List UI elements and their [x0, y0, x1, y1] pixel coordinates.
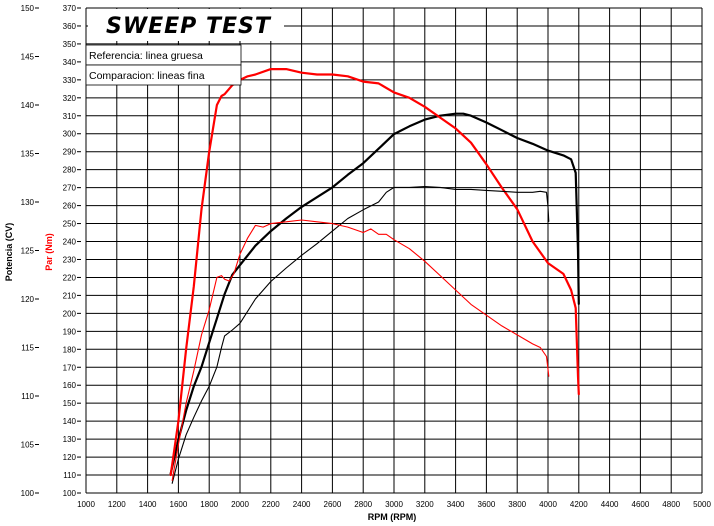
potencia-comparacion-line	[171, 185, 550, 484]
torque-tick-label: 220	[63, 273, 77, 282]
par-comparacion-line	[171, 219, 550, 481]
power-tick-label: 150	[21, 4, 35, 13]
rpm-tick-label: 3400	[447, 500, 465, 509]
legend-entry-reference: Referencia: linea gruesa	[89, 50, 203, 62]
rpm-tick-label: 2200	[262, 500, 280, 509]
rpm-tick-label: 3200	[416, 500, 434, 509]
torque-tick-label: 200	[63, 309, 77, 318]
rpm-tick-label: 2600	[324, 500, 342, 509]
power-tick-label: 120	[21, 295, 35, 304]
torque-tick-label: 150	[63, 399, 77, 408]
torque-tick-label: 300	[63, 130, 77, 139]
rpm-tick-label: 1400	[139, 500, 157, 509]
par-referencia-line	[169, 67, 580, 477]
rpm-axis: 1000 1200 1400 1600 1800 2000 2200 2400 2600 2800…	[77, 500, 711, 509]
torque-tick-label: 340	[63, 58, 77, 67]
chart-title: SWEEP TEST	[106, 14, 272, 39]
torque-tick-label: 320	[63, 94, 77, 103]
torque-tick-label: 110	[63, 471, 76, 480]
rpm-axis-title: RPM (RPM)	[368, 512, 417, 522]
power-tick-label: 145	[21, 53, 35, 62]
rpm-tick-label: 4800	[662, 500, 680, 509]
rpm-tick-label: 1000	[77, 500, 95, 509]
torque-axis: 100 110 120 130 140 150 160 170 180 190 200 210 220 2…	[63, 4, 81, 498]
torque-tick-label: 160	[63, 381, 77, 390]
chart-series	[169, 67, 580, 484]
rpm-tick-label: 2400	[293, 500, 311, 509]
rpm-tick-label: 4000	[539, 500, 557, 509]
torque-tick-label: 190	[63, 327, 77, 336]
rpm-tick-label: 4400	[601, 500, 619, 509]
torque-tick-label: 310	[63, 112, 77, 121]
potencia-referencia-line	[169, 112, 580, 475]
rpm-tick-label: 1800	[200, 500, 218, 509]
torque-tick-label: 210	[63, 291, 77, 300]
rpm-tick-label: 3000	[385, 500, 403, 509]
torque-tick-label: 170	[63, 363, 77, 372]
power-axis-title: Potencia (CV)	[4, 223, 14, 282]
rpm-tick-label: 1200	[108, 500, 126, 509]
torque-tick-label: 270	[63, 184, 77, 193]
rpm-tick-label: 5000	[693, 500, 711, 509]
rpm-tick-label: 2800	[354, 500, 372, 509]
power-tick-label: 105	[21, 441, 35, 450]
power-tick-label: 110	[21, 392, 34, 401]
rpm-tick-label: 1600	[170, 500, 188, 509]
torque-tick-label: 260	[63, 202, 77, 211]
torque-tick-label: 140	[63, 417, 77, 426]
torque-tick-label: 240	[63, 238, 77, 247]
legend-entry-box-2	[85, 64, 242, 86]
power-axis: 100 105 110 115 120 125 130 135 140 145 150	[21, 4, 39, 498]
power-tick-label: 100	[21, 489, 35, 498]
power-tick-label: 135	[21, 150, 35, 159]
rpm-tick-label: 2000	[231, 500, 249, 509]
legend-entry-comparison: Comparacion: lineas fina	[89, 70, 205, 82]
torque-tick-label: 290	[63, 148, 77, 157]
power-tick-label: 115	[21, 344, 34, 353]
torque-tick-label: 280	[63, 166, 77, 175]
torque-axis-title: Par (Nm)	[44, 233, 54, 271]
rpm-tick-label: 4600	[632, 500, 650, 509]
torque-tick-label: 370	[63, 4, 77, 13]
rpm-tick-label: 3600	[478, 500, 496, 509]
rpm-tick-label: 4200	[570, 500, 588, 509]
torque-tick-label: 100	[63, 489, 77, 498]
torque-tick-label: 330	[63, 76, 77, 85]
torque-tick-label: 130	[63, 435, 77, 444]
torque-tick-label: 360	[63, 22, 77, 31]
torque-tick-label: 120	[63, 453, 77, 462]
torque-tick-label: 250	[63, 220, 77, 229]
power-tick-label: 140	[21, 101, 35, 110]
torque-tick-label: 180	[63, 345, 77, 354]
torque-tick-label: 350	[63, 40, 77, 49]
power-tick-label: 125	[21, 247, 35, 256]
torque-tick-label: 230	[63, 255, 77, 264]
chart-title-box	[88, 9, 284, 41]
power-tick-label: 130	[21, 198, 35, 207]
rpm-tick-label: 3800	[508, 500, 526, 509]
